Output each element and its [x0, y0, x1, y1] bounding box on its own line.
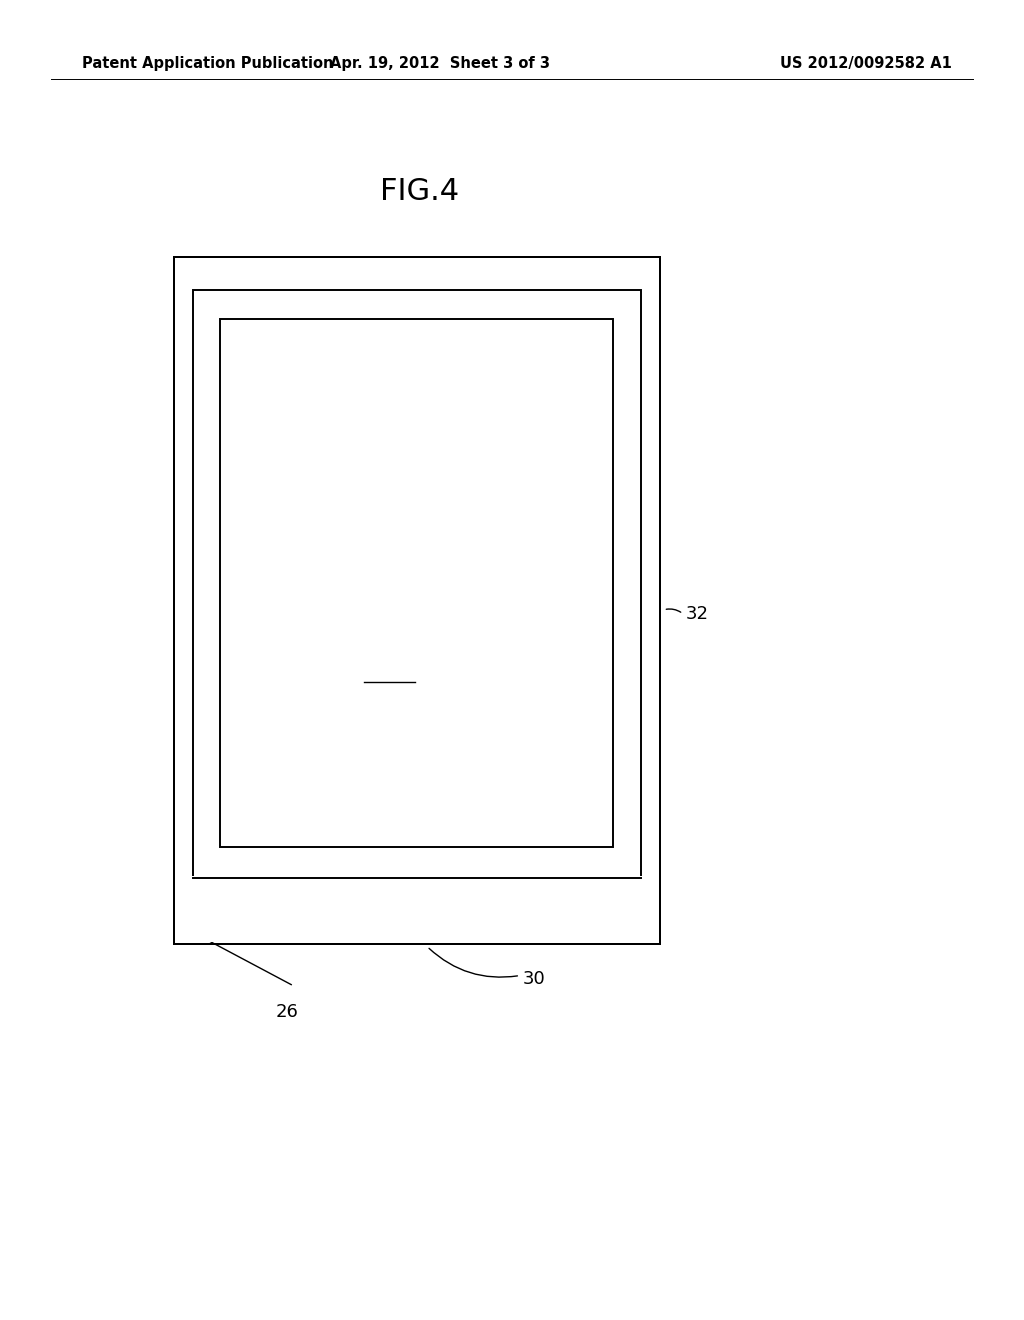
Text: 31: 31: [378, 657, 400, 676]
Bar: [193, 290, 641, 878]
Text: 26: 26: [275, 1003, 298, 1022]
Text: 32: 32: [686, 605, 709, 623]
Bar: [175, 876, 659, 942]
Text: Patent Application Publication: Patent Application Publication: [82, 55, 334, 71]
Bar: [174, 257, 660, 944]
Bar: [220, 319, 613, 847]
Text: 30: 30: [522, 970, 545, 989]
Text: US 2012/0092582 A1: US 2012/0092582 A1: [780, 55, 952, 71]
Text: Apr. 19, 2012  Sheet 3 of 3: Apr. 19, 2012 Sheet 3 of 3: [331, 55, 550, 71]
Bar: [174, 257, 660, 944]
Text: FIG.4: FIG.4: [380, 177, 460, 206]
